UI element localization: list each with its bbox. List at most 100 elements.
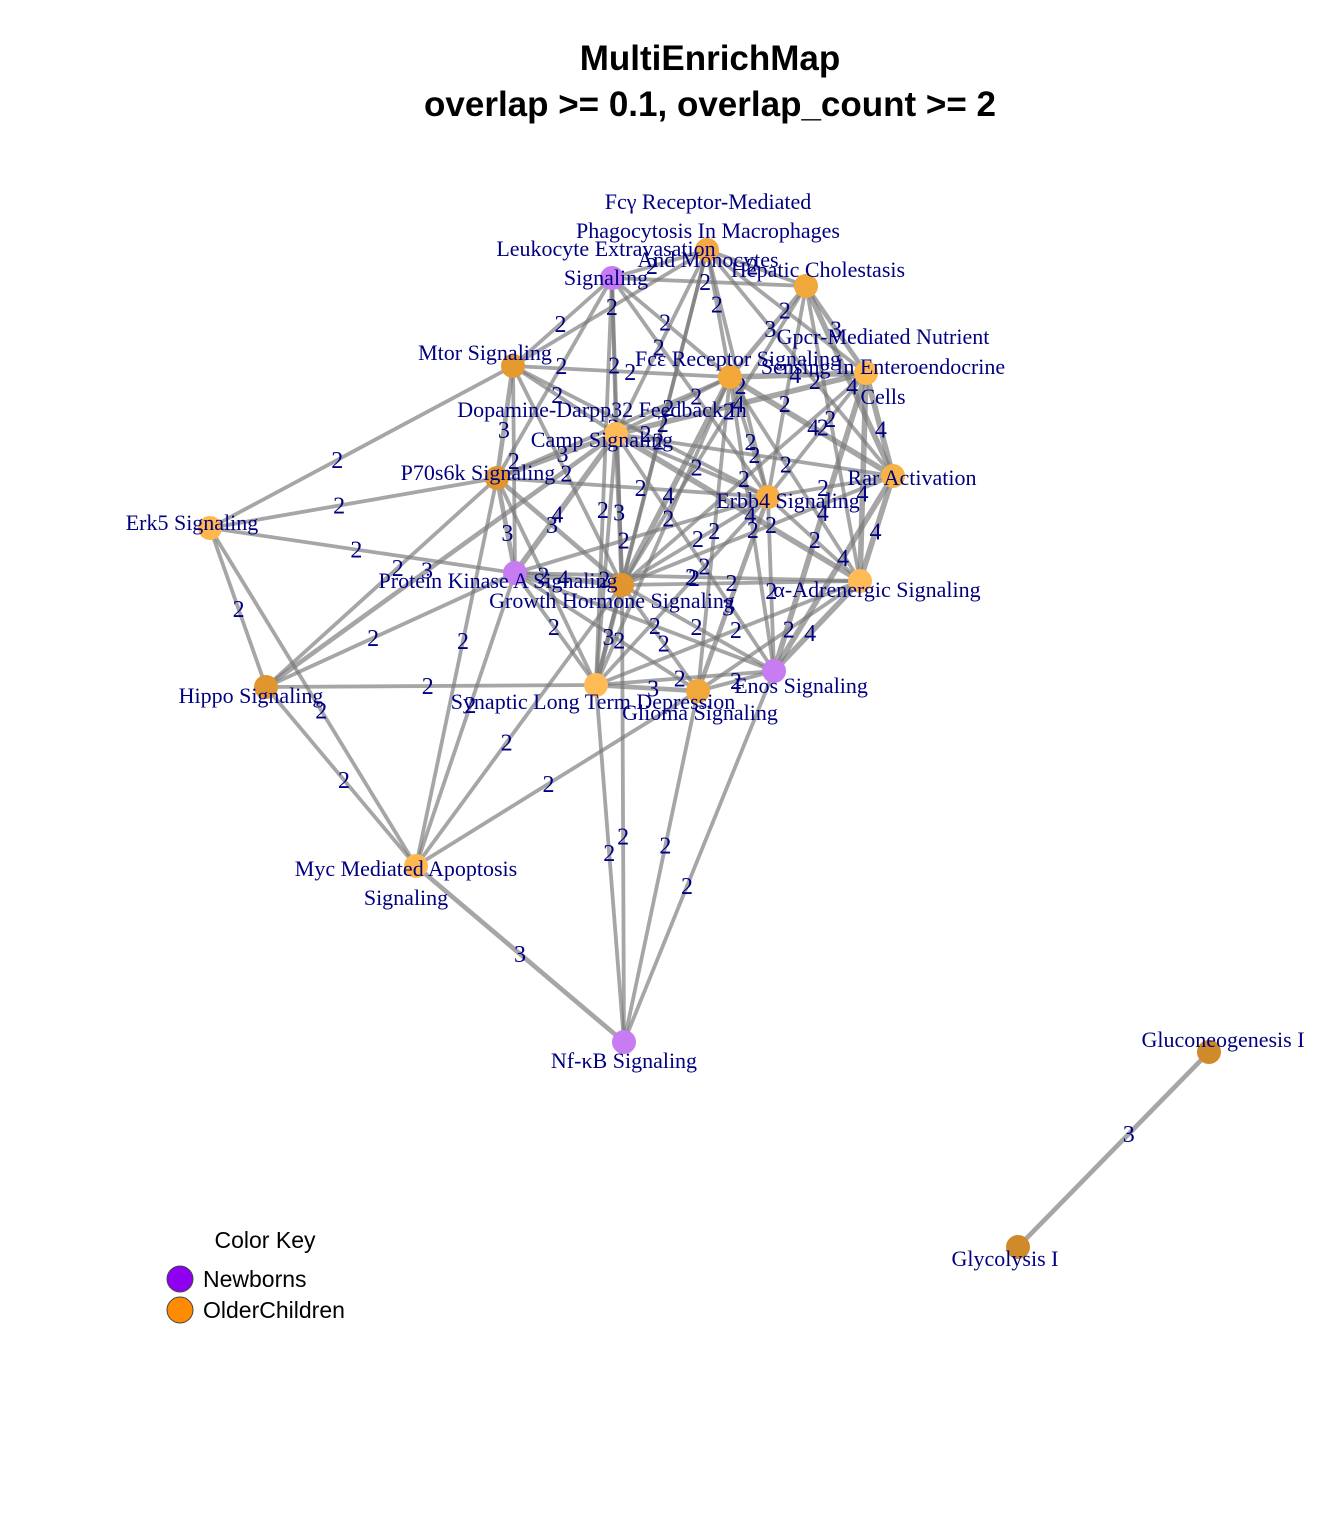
edge-weight-label: 2 [508, 449, 520, 475]
edge-erbb4-alpha [766, 495, 862, 583]
edge-rar-erbb4 [766, 474, 895, 499]
edge-weight-label: 2 [765, 579, 777, 605]
node-label-enos: Enos Signaling [734, 673, 868, 698]
node-label-pka: Protein Kinase A Signaling [379, 568, 618, 593]
node-sltd[interactable] [584, 673, 608, 697]
edge-weight-label: 2 [765, 513, 777, 539]
edge-weight-label: 2 [457, 629, 469, 655]
edge-pka-erbb4 [513, 495, 770, 575]
edge-gh-glioma [620, 583, 700, 693]
node-fcg[interactable] [695, 238, 719, 262]
edge-weight-label: 2 [681, 874, 693, 900]
edge-darpp-enos [614, 432, 776, 673]
edge-erk5-pka [208, 526, 517, 575]
edge-fce-gh [619, 374, 733, 588]
edge-mtor-erbb4 [511, 364, 770, 499]
node-label-leuk: Leukocyte Extravasation Signaling [496, 236, 715, 290]
edge-weight-label: 2 [674, 666, 686, 692]
edge-hippo-p70 [264, 476, 499, 689]
node-label-fcg: Fcγ Receptor-Mediated Phagocytosis In Mac… [576, 189, 840, 272]
edge-myc-p70 [414, 476, 499, 868]
edge-gpcr-alpha [857, 370, 869, 584]
edge-hippo-sltd [264, 683, 598, 689]
edge-weight-label: 2 [726, 571, 738, 597]
node-label-layer: Fcγ Receptor-Mediated Phagocytosis In Mac… [126, 189, 1305, 1271]
node-erk5[interactable] [198, 516, 222, 540]
edge-weight-label: 2 [618, 528, 630, 554]
edge-weight-label: 2 [779, 392, 791, 418]
edge-sltd-glioma [593, 682, 701, 694]
node-darpp[interactable] [604, 422, 628, 446]
node-label-gpcr: Gpcr-Mediated Nutrient Sensing In Enteroe… [761, 324, 1005, 409]
edge-weight-label: 3 [613, 501, 625, 527]
node-label-glioma: Glioma Signaling [622, 700, 778, 725]
edge-layer [208, 248, 1212, 1250]
edge-hippo-darpp [263, 431, 619, 690]
edge-pka-darpp [512, 431, 619, 576]
edge-hep-alpha [804, 284, 862, 583]
edge-weight-label: 2 [649, 614, 661, 640]
node-nfkb[interactable] [612, 1030, 636, 1054]
edge-weight-label: 2 [560, 461, 572, 487]
edge-gpcr-erbb4 [766, 371, 868, 499]
edge-weight-label: 2 [691, 455, 703, 481]
node-hep[interactable] [794, 274, 818, 298]
edge-weight-label: 2 [711, 293, 723, 319]
edge-erbb4-gh [620, 495, 770, 587]
node-label-myc: Myc Mediated Apoptosis Signaling [295, 856, 517, 910]
edge-nfkb-sltd [594, 683, 626, 1044]
edge-pka-glioma [513, 571, 700, 693]
edge-weight-label: 2 [501, 730, 513, 756]
chart-subtitle: overlap >= 0.1, overlap_count >= 2 [424, 85, 996, 124]
node-leuk[interactable] [600, 266, 624, 290]
edge-weight-label: 3 [722, 596, 734, 622]
node-gh[interactable] [610, 573, 634, 597]
edge-erbb4-sltd [594, 495, 770, 687]
edge-weight-label: 2 [779, 298, 791, 324]
chart-title: MultiEnrichMap [580, 39, 841, 78]
edge-weight-label: 2 [464, 693, 476, 719]
edge-weight-label: 4 [551, 503, 563, 529]
edge-weight-label: 2 [659, 833, 671, 859]
edge-weight-label: 2 [315, 699, 327, 725]
edge-weight-label: 4 [804, 621, 816, 647]
node-hippo[interactable] [254, 675, 278, 699]
node-fce[interactable] [718, 365, 742, 389]
edge-weight-label: 2 [640, 422, 652, 448]
node-alpha[interactable] [848, 569, 872, 593]
edge-nfkb-enos [622, 669, 776, 1044]
node-pka[interactable] [503, 561, 527, 585]
node-gluco[interactable] [1197, 1040, 1221, 1064]
node-erbb4[interactable] [756, 485, 780, 509]
edge-weight-label: 2 [692, 527, 704, 553]
edge-weight-label: 2 [730, 618, 742, 644]
edge-leuk-sltd [594, 276, 614, 687]
edge-weight-label: 4 [789, 363, 801, 389]
edge-weight-label: 2 [608, 353, 620, 379]
node-glyco[interactable] [1006, 1235, 1030, 1259]
edge-erk5-mtor [208, 364, 515, 530]
node-p70[interactable] [485, 466, 509, 490]
node-myc[interactable] [404, 854, 428, 878]
edge-erk5-myc [208, 526, 418, 868]
edge-weight-label: 2 [723, 400, 735, 426]
edge-weight-label: 2 [658, 631, 670, 657]
edge-weight-label: 4 [837, 546, 849, 572]
edge-weight-label: 2 [653, 336, 665, 362]
legend-title: Color Key [215, 1227, 316, 1253]
edge-darpp-fce [614, 375, 732, 436]
edge-myc-pka [414, 571, 517, 868]
edge-weight-label: 2 [657, 412, 669, 438]
edge-weight-label: 2 [331, 448, 343, 474]
node-glioma[interactable] [686, 679, 710, 703]
edge-weight-label: 3 [501, 521, 513, 547]
node-mtor[interactable] [501, 354, 525, 378]
edge-weight-label: 2 [747, 255, 759, 281]
edge-weight-label: 3 [421, 559, 433, 585]
edge-weight-label: 3 [1123, 1122, 1135, 1148]
node-enos[interactable] [762, 659, 786, 683]
node-gpcr[interactable] [854, 361, 878, 385]
node-rar[interactable] [881, 464, 905, 488]
edge-weight-label: 4 [870, 520, 882, 546]
edge-mtor-p70 [494, 363, 516, 481]
